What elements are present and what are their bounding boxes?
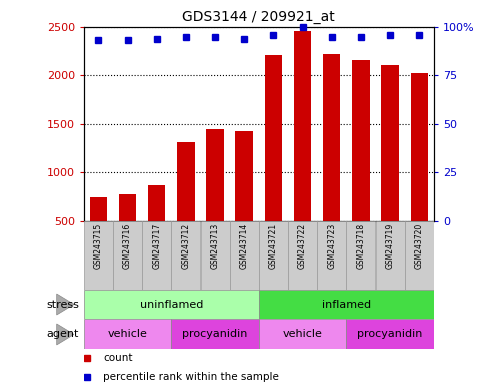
Bar — [347, 221, 375, 290]
Text: vehicle: vehicle — [107, 329, 147, 339]
Bar — [84, 319, 172, 349]
Bar — [230, 221, 259, 290]
Polygon shape — [57, 294, 74, 315]
Text: GSM243721: GSM243721 — [269, 223, 278, 269]
Bar — [148, 185, 166, 221]
Text: agent: agent — [46, 329, 79, 339]
Text: vehicle: vehicle — [282, 329, 322, 339]
Bar — [259, 290, 434, 319]
Bar — [90, 197, 107, 221]
Text: percentile rank within the sample: percentile rank within the sample — [103, 372, 279, 382]
Bar — [119, 194, 136, 221]
Bar — [411, 73, 428, 221]
Polygon shape — [57, 324, 74, 345]
Text: inflamed: inflamed — [322, 300, 371, 310]
Text: GSM243713: GSM243713 — [211, 223, 219, 269]
Bar — [288, 221, 317, 290]
Bar — [265, 55, 282, 221]
Text: GSM243722: GSM243722 — [298, 223, 307, 269]
Text: GSM243716: GSM243716 — [123, 223, 132, 269]
Bar — [376, 221, 405, 290]
Bar — [294, 31, 311, 221]
Bar — [201, 221, 230, 290]
Bar — [352, 60, 370, 221]
Bar — [206, 129, 224, 221]
Title: GDS3144 / 209921_at: GDS3144 / 209921_at — [182, 10, 335, 25]
Text: GSM243723: GSM243723 — [327, 223, 336, 269]
Bar — [259, 221, 288, 290]
Bar — [142, 221, 171, 290]
Text: GSM243714: GSM243714 — [240, 223, 249, 269]
Bar — [346, 319, 434, 349]
Bar — [113, 221, 142, 290]
Text: GSM243717: GSM243717 — [152, 223, 161, 269]
Bar — [84, 221, 113, 290]
Text: uninflamed: uninflamed — [140, 300, 203, 310]
Bar — [323, 54, 341, 221]
Text: procyanidin: procyanidin — [182, 329, 248, 339]
Bar — [405, 221, 434, 290]
Text: count: count — [103, 353, 133, 363]
Text: GSM243718: GSM243718 — [356, 223, 365, 269]
Text: stress: stress — [46, 300, 79, 310]
Bar — [172, 319, 259, 349]
Text: GSM243720: GSM243720 — [415, 223, 424, 269]
Bar — [236, 131, 253, 221]
Text: GSM243719: GSM243719 — [386, 223, 394, 269]
Bar — [259, 319, 346, 349]
Text: GSM243712: GSM243712 — [181, 223, 190, 269]
Bar — [382, 65, 399, 221]
Text: GSM243715: GSM243715 — [94, 223, 103, 269]
Bar — [84, 290, 259, 319]
Bar — [172, 221, 200, 290]
Text: procyanidin: procyanidin — [357, 329, 423, 339]
Bar — [177, 142, 195, 221]
Bar — [317, 221, 346, 290]
